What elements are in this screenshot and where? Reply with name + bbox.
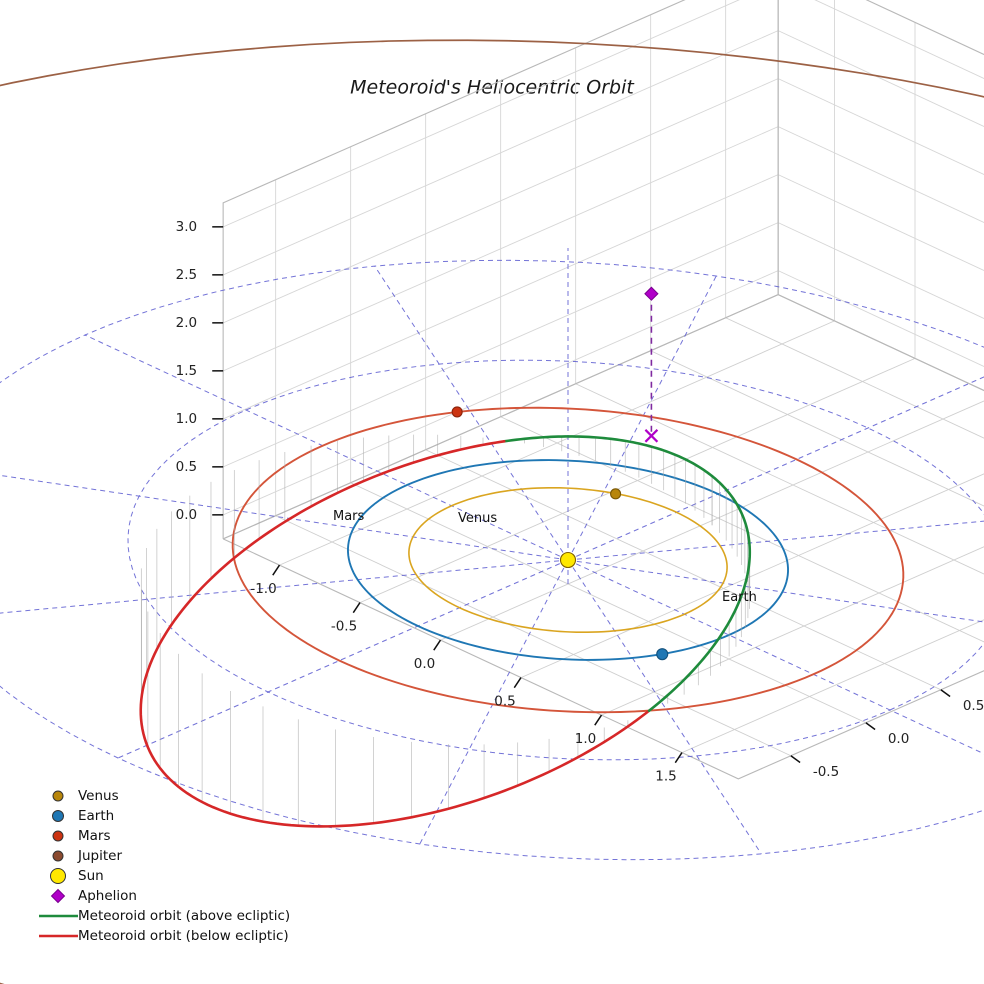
- legend-marker-diamond-icon: [50, 888, 66, 904]
- y-tick-1-mark: [865, 722, 876, 731]
- y-tick-0-mark: [790, 755, 801, 764]
- legend-label: Meteoroid orbit (above ecliptic): [78, 908, 290, 924]
- legend-label: Jupiter: [77, 848, 122, 864]
- legend[interactable]: Venus Earth Mars Jupiter Sun Aphelion Meteoroi…: [39, 788, 290, 944]
- legend-label: Earth: [78, 808, 114, 824]
- planet-orbits: [0, 39, 984, 984]
- legend-marker-circle-icon: [52, 790, 64, 802]
- legend-item-mars[interactable]: Mars: [52, 828, 111, 844]
- legend-label: Venus: [78, 788, 119, 804]
- x-tick-4-mark: [594, 714, 603, 726]
- z-tick-3: 1.5: [176, 363, 197, 379]
- x-tick-2-mark: [433, 639, 442, 651]
- marker-sun: [559, 551, 577, 569]
- orbit-venus: [408, 486, 728, 634]
- y-tick-2-mark: [940, 689, 951, 698]
- y-tick-0: -0.5: [813, 764, 839, 780]
- x-tick-1-mark: [352, 602, 361, 614]
- x-tick-3-mark: [513, 677, 522, 689]
- body-markers: [451, 286, 669, 661]
- axis-ticks: 0.0 0.5 1.0 1.5 2.0 2.5 3.0 -1.0 -0.5 0.0 0.5 1.0 1.…: [176, 219, 984, 785]
- y-tick-1: 0.0: [888, 731, 909, 747]
- x-tick-5-mark: [674, 752, 683, 764]
- x-tick-0-mark: [272, 564, 281, 576]
- axis-panes: [222, 0, 984, 780]
- y-tick-2: 0.5: [963, 698, 984, 714]
- z-tick-4: 2.0: [176, 315, 197, 331]
- z-tick-2: 1.0: [176, 411, 197, 427]
- meteoroid-orbit-below-ecliptic: [139, 440, 651, 828]
- meteoroid-orbit: [139, 435, 752, 828]
- x-tick-5: 1.5: [655, 769, 676, 785]
- x-tick-1: -0.5: [331, 619, 357, 635]
- body-annotations: Mars Venus Earth: [333, 509, 757, 605]
- legend-marker-circle-icon: [52, 830, 64, 842]
- marker-aphelion-ground-projection: [644, 429, 659, 443]
- marker-mars: [451, 406, 463, 418]
- x-tick-3: 0.5: [494, 694, 515, 710]
- legend-label: Sun: [78, 868, 104, 884]
- legend-item-earth[interactable]: Earth: [52, 808, 115, 824]
- z-tick-0: 0.0: [176, 507, 197, 523]
- z-tick-5: 2.5: [176, 267, 197, 283]
- orbit-earth: [347, 459, 789, 661]
- marker-earth: [656, 648, 669, 661]
- legend-item-meteoroid-orbit-below-ecliptic[interactable]: Meteoroid orbit (below ecliptic): [39, 928, 289, 944]
- legend-item-venus[interactable]: Venus: [52, 788, 119, 804]
- z-tick-6: 3.0: [176, 219, 197, 235]
- legend-marker-circle-icon: [50, 868, 66, 884]
- x-tick-2: 0.0: [414, 656, 435, 672]
- legend-item-aphelion[interactable]: Aphelion: [50, 888, 137, 904]
- annotation-mars: Mars: [333, 509, 365, 524]
- z-tick-1: 0.5: [176, 459, 197, 475]
- legend-label: Aphelion: [78, 888, 137, 904]
- legend-marker-circle-icon: [52, 850, 64, 862]
- ecliptic-reference-grid: [0, 248, 984, 861]
- legend-label: Mars: [78, 828, 111, 844]
- meteoroid-orbit-above-ecliptic: [502, 435, 714, 478]
- annotation-earth: Earth: [722, 590, 757, 605]
- legend-marker-circle-icon: [52, 810, 64, 822]
- legend-item-jupiter[interactable]: Jupiter: [52, 848, 122, 864]
- x-tick-0: -1.0: [250, 581, 276, 597]
- legend-label: Meteoroid orbit (below ecliptic): [78, 928, 289, 944]
- annotation-venus: Venus: [458, 511, 497, 526]
- x-tick-4: 1.0: [575, 731, 596, 747]
- meteoroid-orbit-above-ecliptic: [647, 474, 752, 713]
- marker-venus: [610, 488, 622, 500]
- legend-item-sun[interactable]: Sun: [50, 868, 104, 884]
- page-title: Meteoroid's Heliocentric Orbit: [350, 77, 635, 99]
- orbit-mars: [231, 406, 905, 714]
- marker-aphelion: [644, 286, 659, 301]
- legend-item-meteoroid-orbit-above-ecliptic[interactable]: Meteoroid orbit (above ecliptic): [39, 908, 290, 924]
